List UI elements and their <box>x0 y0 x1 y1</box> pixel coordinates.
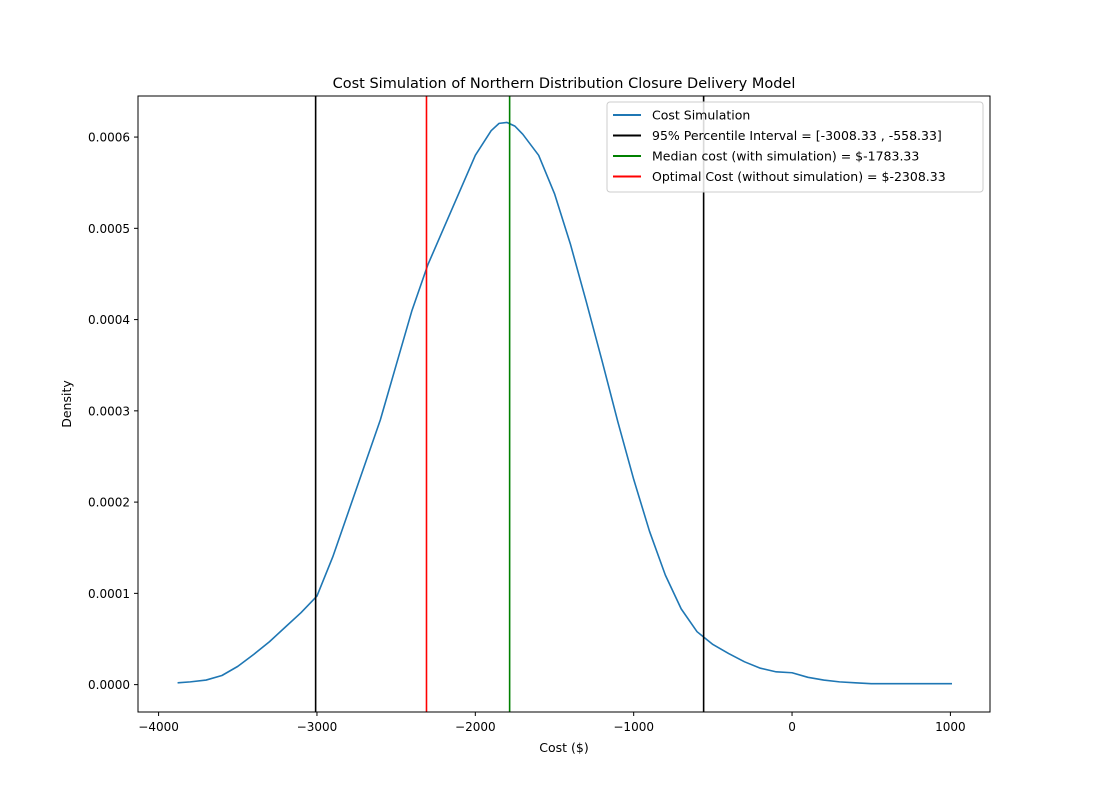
x-axis-label: Cost ($) <box>539 740 588 755</box>
legend-box <box>606 101 984 193</box>
plot-area <box>177 96 952 712</box>
y-tick-label: 0.0004 <box>88 313 130 327</box>
y-tick-label: 0.0006 <box>88 131 130 145</box>
y-tick-label: 0.0000 <box>88 678 130 692</box>
y-tick-label: 0.0002 <box>88 496 130 510</box>
legend-label-3: Optimal Cost (without simulation) = $-23… <box>652 169 946 184</box>
y-tick-label: 0.0005 <box>88 222 130 236</box>
y-tick-label: 0.0003 <box>88 404 130 418</box>
y-tick-label: 0.0001 <box>88 587 130 601</box>
x-tick-label: 1000 <box>935 720 966 734</box>
legend: Cost Simulation 95% Percentile Interval =… <box>606 101 984 193</box>
series-line-0 <box>177 121 952 685</box>
axes: −4000 −3000 −2000 −1000 0 1000 0.0000 0.0001 0.0… <box>88 131 966 734</box>
legend-label-0: Cost Simulation <box>652 108 750 123</box>
plot-frame <box>137 95 991 713</box>
x-tick-label: 0 <box>788 720 796 734</box>
x-tick-label: −2000 <box>455 720 496 734</box>
legend-label-2: Median cost (with simulation) = $-1783.3… <box>652 149 919 164</box>
x-tick-label: −3000 <box>297 720 338 734</box>
y-axis-label: Density <box>59 380 74 428</box>
x-tick-label: −1000 <box>613 720 654 734</box>
x-tick-label: −4000 <box>138 720 179 734</box>
legend-label-1: 95% Percentile Interval = [-3008.33 , -5… <box>652 128 942 143</box>
chart-title: Cost Simulation of Northern Distribution… <box>333 76 796 92</box>
